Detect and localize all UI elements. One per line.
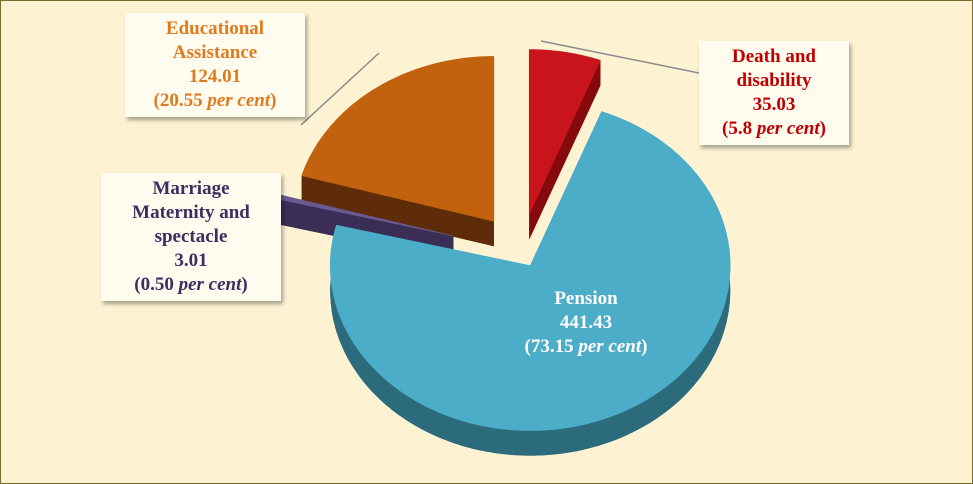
slice-side (301, 175, 494, 247)
percent-label: (20.55 per cent) (131, 89, 299, 113)
value-label: 441.43 (559, 312, 613, 333)
data-label: Marriage Maternity and spectacle 3.01 (0.5… (101, 173, 281, 301)
slice (301, 56, 495, 222)
percent-number: (0.50 (134, 274, 174, 295)
category-label: Educational Assistance (165, 18, 265, 63)
slice (528, 49, 601, 215)
percent-unit: per cent (207, 90, 271, 111)
slice (329, 111, 731, 431)
value-label: 35.03 (752, 94, 796, 115)
percent-label: (0.50 per cent) (115, 273, 267, 297)
pie-tops (259, 49, 731, 431)
category-label: Marriage Maternity and spectacle (132, 178, 250, 247)
value-label: 3.01 (174, 250, 208, 271)
percent-close: ) (819, 118, 826, 139)
percent-close: ) (241, 274, 248, 295)
slice-side (529, 60, 601, 240)
percent-close: ) (270, 90, 277, 111)
category-label: Pension (554, 288, 618, 309)
percent-label: (5.8 per cent) (711, 117, 837, 141)
value-label: 124.01 (188, 66, 242, 87)
data-label: Pension 441.43 (73.15 per cent) (486, 283, 686, 363)
percent-number: (5.8 (722, 118, 753, 139)
percent-unit: per cent (756, 118, 820, 139)
leader-line (540, 40, 700, 74)
percent-number: (20.55 (153, 90, 203, 111)
percent-unit: per cent (178, 274, 242, 295)
data-label: Educational Assistance 124.01 (20.55 per c… (125, 13, 305, 117)
percent-close: ) (641, 336, 648, 357)
category-label: Death and disability (732, 46, 816, 91)
percent-label: (73.15 per cent) (492, 335, 680, 359)
leader-line (300, 52, 380, 126)
data-label: Death and disability 35.03 (5.8 per cent) (699, 41, 849, 145)
percent-number: (73.15 (524, 336, 574, 357)
percent-unit: per cent (578, 336, 642, 357)
